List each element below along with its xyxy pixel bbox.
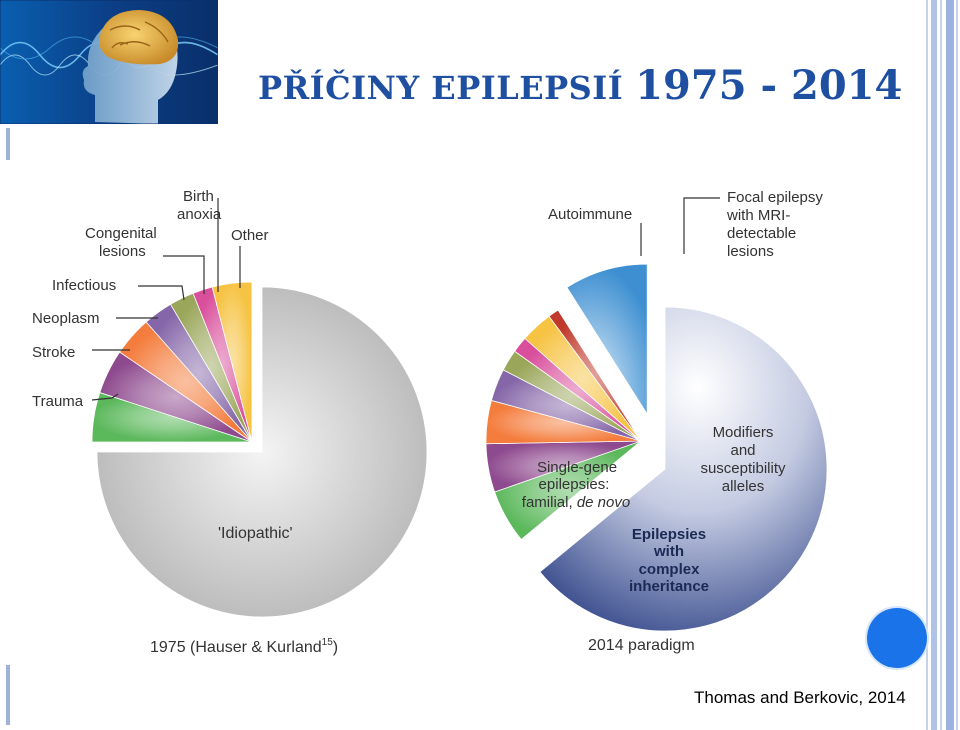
pie-chart-1975: [91, 281, 428, 618]
left-accent-rule: [6, 128, 10, 160]
label-congenital-2: lesions: [99, 243, 146, 260]
svg-text:1975 (Hauser & Kurland15): 1975 (Hauser & Kurland15): [150, 637, 338, 656]
caption-2014: 2014 paradigm: [588, 637, 695, 654]
pie-2014-inner-labels: Modifiers and susceptibility alleles Sin…: [522, 424, 786, 595]
caption-1975-close: ): [333, 639, 338, 656]
svg-text:familial, de novo: familial, de novo: [522, 494, 630, 511]
label-single-1: Single-gene: [537, 459, 617, 476]
brain-head-image: [0, 0, 218, 124]
label-modifiers-4: alleles: [722, 478, 765, 495]
label-complex-4: inheritance: [629, 578, 709, 595]
pie-slice-shade-trauma: [494, 441, 641, 540]
label-complex-2: with: [653, 543, 684, 560]
label-single-3: familial,: [522, 494, 573, 511]
pie-slice-shade-birth-anoxia: [193, 287, 252, 442]
pie-slice-shade-other: [212, 282, 252, 442]
right-decorative-bars: [926, 0, 960, 730]
label-focal-4: lesions: [727, 243, 774, 260]
pie-slice-shade-congenital-lesions: [170, 293, 252, 442]
pie-chart-2014: [485, 263, 828, 632]
label-birth-2: anoxia: [177, 206, 222, 223]
pie-slice-shade-autoimmune: [549, 310, 641, 441]
pie-slice-shade-birth-anoxia: [514, 338, 641, 441]
pie-slice-shade-other: [524, 316, 641, 441]
pie-slice-shade-neoplasm: [119, 321, 252, 442]
label-congenital-1: Congenital: [85, 225, 157, 242]
label-modifiers-1: Modifiers: [713, 424, 774, 441]
pie-slice-shade-congenital-lesions: [503, 351, 641, 441]
label-focal-1: Focal epilepsy: [727, 189, 823, 206]
pie-slice-shade-neoplasm: [485, 400, 641, 444]
pie-slice-shade-stroke: [486, 441, 641, 493]
left-accent-rule-bottom: [6, 665, 10, 725]
label-stroke: Stroke: [32, 344, 75, 361]
decorative-blue-dot: [867, 608, 927, 668]
pie-1975-labels: Birth anoxia Congenital lesions Other In…: [32, 188, 293, 542]
label-idiopathic: 'Idiopathic': [218, 525, 293, 542]
label-single-4: de novo: [577, 494, 630, 511]
pie-2014-caption: 2014 paradigm: [588, 637, 695, 654]
pie-slice-idiopathic: [96, 286, 428, 618]
label-focal-2: with MRI-: [726, 207, 790, 224]
label-autoimmune: Autoimmune: [548, 206, 632, 223]
label-modifiers-3: susceptibility: [700, 460, 786, 477]
page-title: PŘÍČINY EPILEPSIÍ 1975 - 2014: [258, 62, 902, 109]
pie-slice-focal-epilepsy-with-mri-detectable-lesions: [566, 263, 648, 416]
label-complex-3: complex: [639, 561, 701, 578]
pie-slice-shade-trauma: [92, 392, 252, 442]
caption-1975-sup: 15: [322, 637, 334, 648]
pie-slice-shade-infectious: [146, 304, 252, 442]
title-years: 1975 - 2014: [635, 62, 903, 109]
pie-slice-shade-infectious: [491, 369, 641, 441]
label-other: Other: [231, 227, 269, 244]
caption-1975: 1975 (Hauser & Kurland: [150, 639, 322, 656]
label-complex-1: Epilepsies: [632, 526, 706, 543]
pie-slice-genetic-single-gene-complex-inheritance-modifiers: [539, 306, 828, 632]
pie-2014-leaders: [640, 197, 720, 256]
pie-1975-leaders: [91, 198, 241, 401]
label-focal-3: detectable: [727, 225, 796, 242]
label-infectious: Infectious: [52, 277, 116, 294]
label-trauma: Trauma: [32, 393, 84, 410]
citation: Thomas and Berkovic, 2014: [694, 688, 906, 707]
label-single-2: epilepsies:: [539, 476, 610, 493]
label-birth-1: Birth: [183, 188, 214, 205]
pie-1975-caption: 1975 (Hauser & Kurland15): [150, 637, 338, 656]
label-neoplasm: Neoplasm: [32, 310, 100, 327]
pie-2014-labels: Autoimmune Focal epilepsy with MRI- dete…: [548, 189, 823, 260]
label-modifiers-2: and: [730, 442, 755, 459]
pie-slice-shade-stroke: [99, 352, 252, 442]
title-text: PŘÍČINY EPILEPSIÍ: [258, 69, 624, 107]
